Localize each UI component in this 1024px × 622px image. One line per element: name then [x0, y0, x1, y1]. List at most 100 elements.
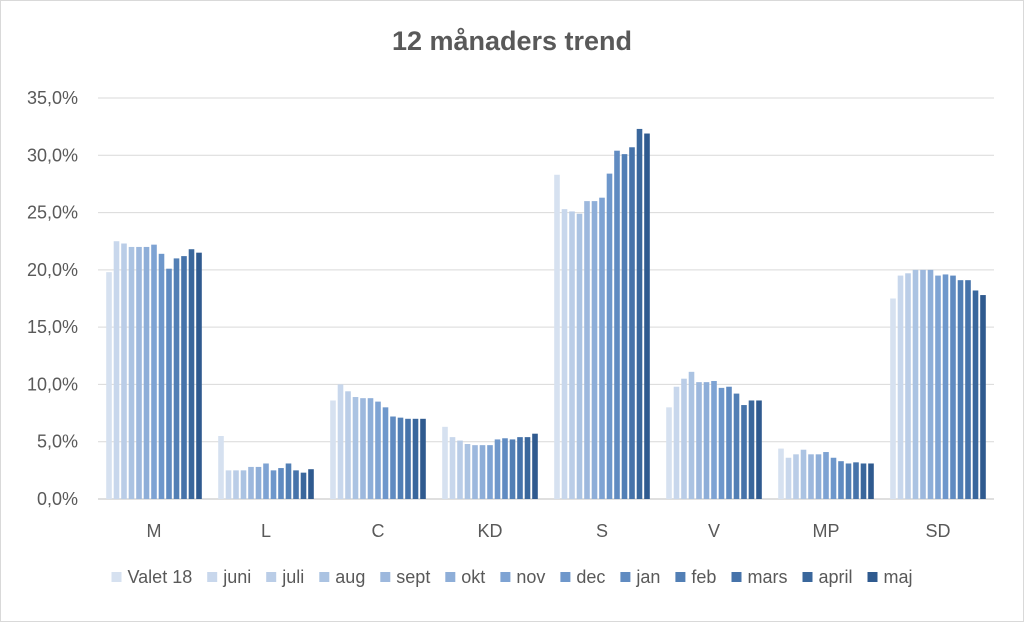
bar — [927, 269, 934, 499]
bar — [412, 418, 419, 499]
bar — [517, 437, 523, 499]
bar — [278, 468, 284, 499]
bar — [957, 280, 964, 499]
bar — [696, 382, 702, 499]
bar — [621, 154, 628, 499]
bar — [741, 405, 747, 499]
bar — [293, 470, 299, 499]
legend-swatch — [620, 572, 631, 582]
bar — [494, 439, 501, 499]
bar — [270, 470, 277, 499]
bar — [815, 454, 822, 499]
bar — [128, 246, 135, 499]
legend-item: feb — [675, 567, 716, 587]
bar — [830, 457, 837, 499]
legend-label: okt — [461, 567, 485, 587]
bar — [240, 470, 247, 499]
y-tick-label: 5,0% — [37, 432, 78, 452]
bar — [688, 371, 695, 499]
bar — [591, 201, 598, 500]
bar — [838, 461, 844, 499]
bar — [173, 258, 180, 499]
bar — [614, 150, 620, 499]
bar — [942, 274, 949, 499]
bar — [718, 387, 725, 499]
y-tick-label: 0,0% — [37, 489, 78, 509]
bar — [405, 418, 411, 499]
legend-item: april — [802, 567, 853, 587]
legend-label: dec — [576, 567, 605, 587]
bar — [158, 253, 165, 499]
legend-item: Valet 18 — [111, 567, 193, 587]
bar — [479, 445, 486, 499]
legend-swatch — [266, 572, 277, 582]
legend: Valet 18 juni juli aug sept okt nov dec jan feb ma… — [111, 567, 913, 587]
legend-item: mars — [731, 567, 788, 587]
bar — [778, 448, 784, 499]
bar — [703, 382, 710, 499]
legend-swatch — [802, 572, 813, 582]
bar — [845, 463, 852, 499]
chart-title: 12 månaders trend — [391, 26, 633, 56]
y-tick-label: 25,0% — [27, 203, 78, 223]
legend-swatch — [207, 572, 218, 582]
bar — [136, 246, 142, 499]
bar — [285, 463, 292, 499]
bar — [248, 466, 254, 499]
bar — [920, 269, 926, 499]
legend-swatch — [500, 572, 511, 582]
bar — [442, 426, 448, 499]
bar — [629, 147, 635, 499]
legend-item: dec — [560, 567, 605, 587]
x-tick-label: SD — [925, 521, 950, 541]
bar — [360, 398, 366, 499]
bar — [121, 243, 127, 499]
bar — [225, 470, 232, 499]
bar — [449, 437, 456, 499]
legend-item: jan — [620, 567, 660, 587]
legend-label: feb — [691, 567, 716, 587]
legend-swatch — [380, 572, 391, 582]
bar — [375, 401, 381, 499]
legend-label: april — [819, 567, 853, 587]
x-tick-label: L — [261, 521, 271, 541]
bar — [524, 437, 531, 499]
legend-label: jan — [635, 567, 660, 587]
bar — [472, 445, 478, 499]
legend-label: Valet 18 — [128, 567, 193, 587]
bar — [666, 407, 672, 499]
bar — [793, 454, 799, 499]
bar — [166, 268, 172, 499]
bar — [800, 449, 807, 499]
legend-label: mars — [748, 567, 788, 587]
bar — [502, 438, 508, 499]
y-tick-label: 30,0% — [27, 145, 78, 165]
x-tick-label: V — [708, 521, 720, 541]
bar — [397, 417, 404, 499]
bar — [532, 433, 538, 499]
legend-item: maj — [867, 567, 913, 587]
bar — [554, 174, 560, 499]
legend-label: nov — [516, 567, 545, 587]
bar — [300, 472, 307, 499]
bar — [756, 400, 762, 499]
legend-label: maj — [884, 567, 913, 587]
bar — [868, 463, 874, 499]
bar — [337, 384, 344, 499]
legend-item: nov — [500, 567, 545, 587]
x-tick-label: M — [147, 521, 162, 541]
bar — [487, 445, 493, 499]
x-tick-label: C — [372, 521, 385, 541]
bar — [464, 444, 471, 499]
x-tick-label: KD — [477, 521, 502, 541]
bar — [748, 400, 755, 499]
legend-item: aug — [319, 567, 365, 587]
bar — [636, 128, 643, 499]
y-axis-ticks: 0,0% 5,0% 10,0% 15,0% 20,0% 25,0% 30,0% 35,0% — [27, 88, 78, 509]
bar — [151, 244, 157, 499]
bar — [196, 252, 202, 499]
legend-label: juli — [281, 567, 304, 587]
bar — [218, 435, 224, 499]
bar — [808, 454, 814, 499]
bar — [382, 407, 389, 499]
